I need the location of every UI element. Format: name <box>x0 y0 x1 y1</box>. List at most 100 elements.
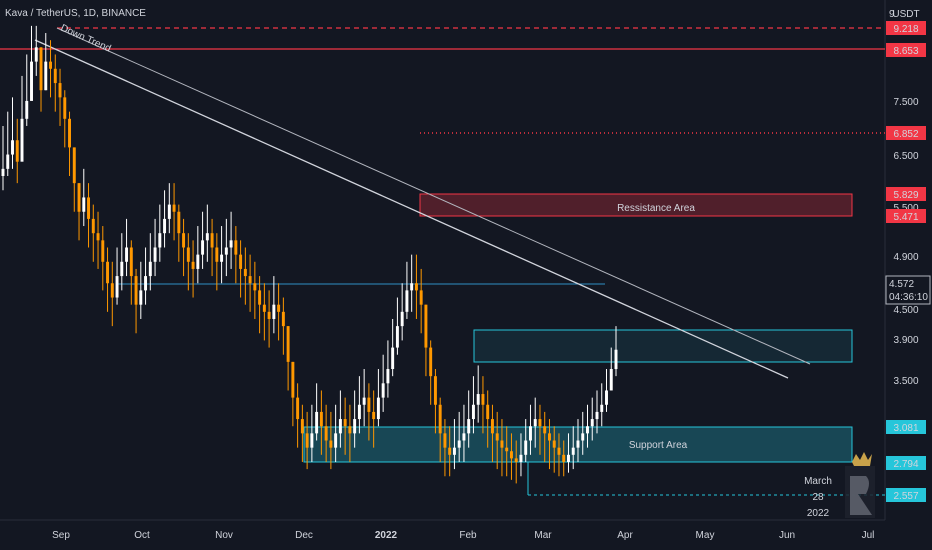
candle-body <box>476 394 480 405</box>
candle <box>205 204 209 262</box>
price-badge-2557[interactable]: 2.557 <box>886 488 926 502</box>
candle-body <box>414 283 418 291</box>
candle-body <box>134 276 138 305</box>
candle-body <box>433 376 437 405</box>
y-tick-9: 9 <box>889 9 895 20</box>
candle-body <box>277 304 281 312</box>
candle <box>391 318 395 377</box>
candle <box>30 25 33 101</box>
candle-body <box>101 240 105 262</box>
price-badge-9218-text: 9.218 <box>893 24 918 35</box>
y-tick-4900: 4.900 <box>893 252 918 263</box>
candle-body <box>210 233 214 248</box>
candle <box>524 419 528 462</box>
candle-body <box>429 347 433 377</box>
candle-body <box>315 411 319 434</box>
candle-body <box>34 47 38 62</box>
candle-body <box>91 218 95 234</box>
candle <box>258 276 262 334</box>
candle <box>386 340 390 398</box>
candle <box>234 226 238 284</box>
candle-body <box>258 290 262 305</box>
x-tick-apr: Apr <box>617 530 633 541</box>
candle-body <box>129 247 133 277</box>
candle <box>343 397 347 455</box>
note-line-2: 28 <box>812 492 824 503</box>
candle <box>186 233 190 291</box>
x-tick-oct: Oct <box>134 530 150 541</box>
candle <box>272 276 276 334</box>
price-badge-6852[interactable]: 6.852 <box>886 126 926 140</box>
candle <box>372 390 376 448</box>
candle-body <box>87 197 91 219</box>
candle <box>505 426 509 477</box>
candle-body <box>562 454 566 462</box>
symbol-header: Kava / TetherUS, 1D, BINANCE <box>5 8 146 19</box>
candle-body <box>543 426 547 434</box>
candle-body <box>20 118 24 162</box>
candle <box>167 183 171 234</box>
candle-body <box>224 247 228 255</box>
candle <box>139 261 143 319</box>
candle-body <box>205 233 209 241</box>
candle <box>538 404 542 455</box>
candle <box>125 218 129 277</box>
candle-body <box>267 311 271 319</box>
mid-zone-box[interactable] <box>473 329 853 363</box>
candle <box>367 383 371 441</box>
price-badge-8653[interactable]: 8.653 <box>886 43 926 57</box>
candle-body <box>44 61 48 91</box>
candle-body <box>405 290 409 312</box>
candle-body <box>519 454 523 462</box>
candle <box>414 254 418 319</box>
price-badge-5829[interactable]: 5.829 <box>886 187 926 201</box>
candle-body <box>438 404 442 434</box>
candle-body <box>400 311 404 327</box>
candle-body <box>367 397 371 412</box>
candle-body <box>357 404 361 420</box>
candle-body <box>125 247 129 262</box>
price-badge-5471[interactable]: 5.471 <box>886 209 926 223</box>
candle <box>82 168 86 227</box>
candle-body <box>53 68 57 84</box>
price-badge-2794[interactable]: 2.794 <box>886 456 926 470</box>
candle <box>15 118 19 184</box>
trend-line-lower[interactable] <box>34 39 789 379</box>
candle-body <box>196 254 200 269</box>
candle-body <box>547 433 551 441</box>
candle <box>614 326 618 377</box>
candle <box>433 369 437 434</box>
candle <box>291 361 295 427</box>
candle-body <box>590 419 594 427</box>
y-tick-7500: 7.500 <box>893 97 918 108</box>
candle-body <box>495 433 499 441</box>
candle <box>476 365 480 423</box>
candle <box>443 419 447 477</box>
candle-body <box>395 326 399 348</box>
candle-body <box>505 447 509 452</box>
candle-body <box>68 118 72 148</box>
candle-body <box>163 218 167 234</box>
price-badge-9218[interactable]: 9.218 <box>886 21 926 35</box>
candle <box>543 411 547 462</box>
candle <box>609 347 613 391</box>
candle-body <box>139 290 143 305</box>
y-tick-4500: 4.500 <box>893 305 918 316</box>
trend-line-upper[interactable] <box>56 27 811 365</box>
last-price-badge[interactable]: 4.572 04:36:10 <box>885 275 931 305</box>
price-badge-3081[interactable]: 3.081 <box>886 420 926 434</box>
candle-body <box>595 411 599 420</box>
candle <box>357 376 361 434</box>
candle <box>457 411 461 462</box>
candle-body <box>148 261 152 277</box>
candle <box>110 261 114 327</box>
x-tick-jun: Jun <box>779 530 795 541</box>
candle <box>182 218 186 277</box>
resistance-zone[interactable] <box>419 193 853 217</box>
time-axis: Sep Oct Nov Dec 2022 Feb Mar Apr May Jun… <box>52 530 874 541</box>
last-price-text: 4.572 <box>889 279 914 290</box>
candle <box>220 226 224 284</box>
y-tick-3500: 3.500 <box>893 376 918 387</box>
candle <box>87 183 91 248</box>
